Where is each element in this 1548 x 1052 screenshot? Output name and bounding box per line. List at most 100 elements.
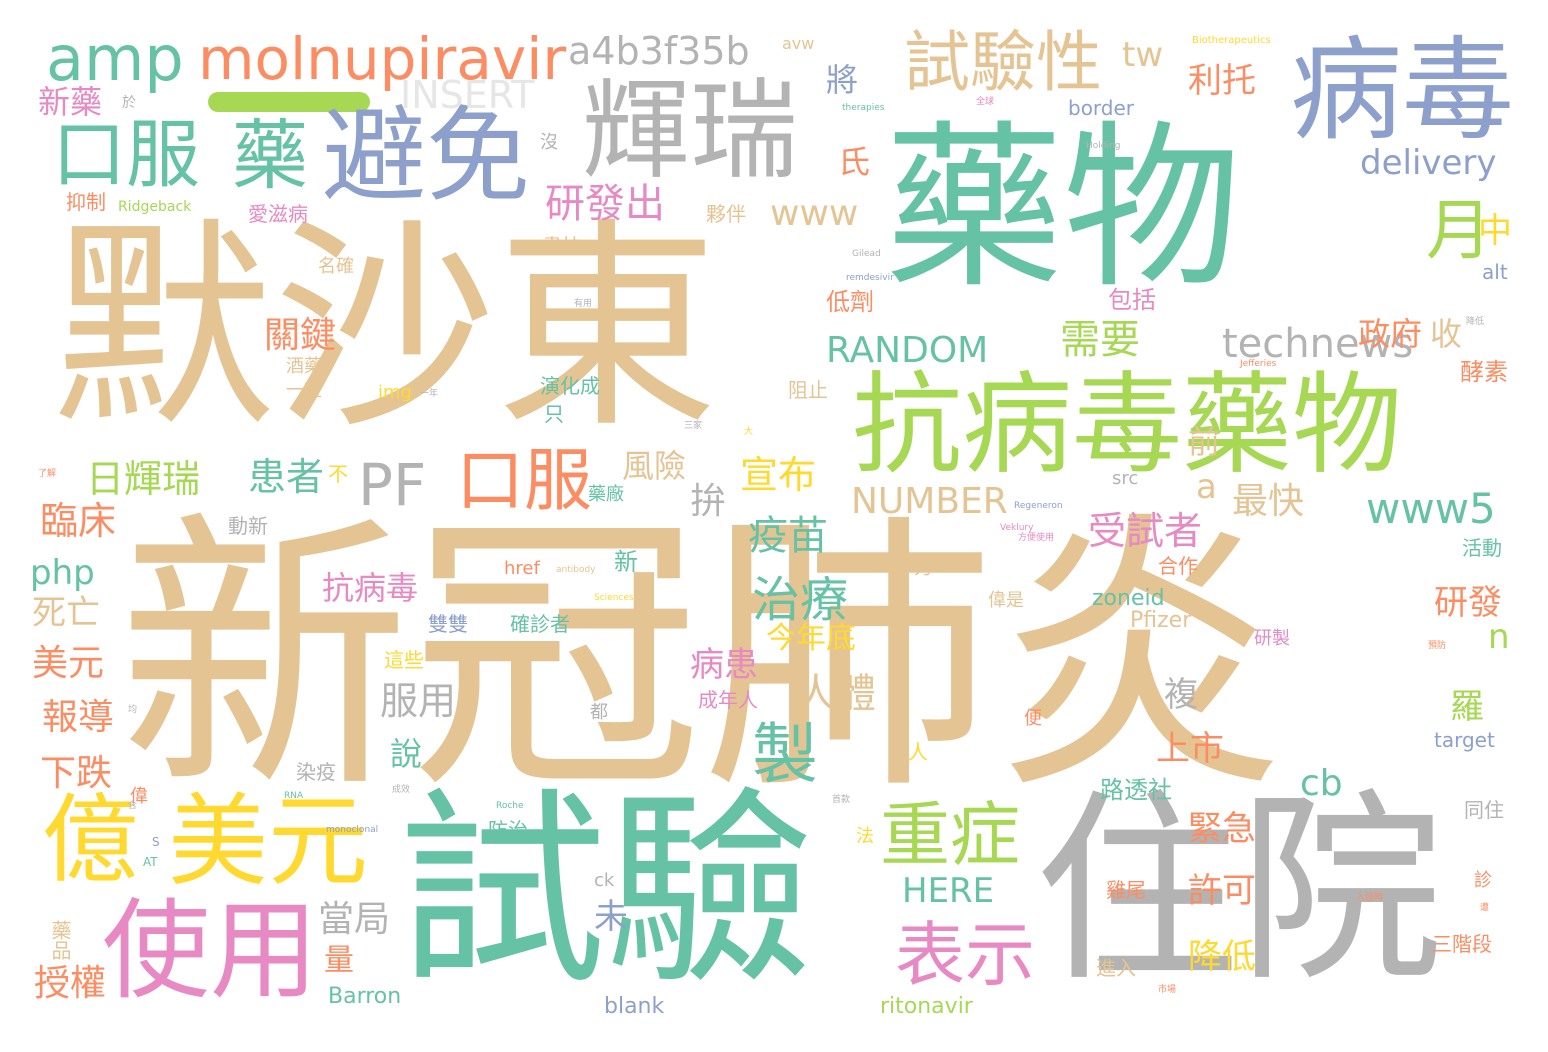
word: 病毒 <box>1290 26 1514 156</box>
word: 沒 <box>540 132 558 153</box>
word: INSERT <box>400 73 535 117</box>
word: RANDOM <box>826 330 989 371</box>
word: 三階段 <box>1432 932 1492 956</box>
word: 成效 <box>392 785 411 795</box>
word: 研製 <box>1254 628 1290 649</box>
word: 三家 <box>684 421 703 431</box>
word: 雙雙 <box>428 612 468 636</box>
word: 首款 <box>832 795 851 805</box>
word: S <box>152 835 160 849</box>
word: 酵素 <box>1460 358 1508 386</box>
word: 中 <box>1478 211 1512 251</box>
word: 新冠肺炎 <box>118 488 1286 828</box>
word: 活動 <box>1462 536 1502 560</box>
word: 藥品 <box>48 920 72 960</box>
word: 法 <box>856 826 874 847</box>
word: 含 <box>128 801 138 811</box>
word: 這些 <box>384 648 424 672</box>
word: cb <box>1300 763 1343 804</box>
word: molnupiravir <box>198 25 567 93</box>
word: zoneid <box>1092 586 1165 611</box>
word: 拚 <box>690 481 727 522</box>
word: 風險 <box>622 447 687 485</box>
word: 力 <box>914 558 932 579</box>
word: 輝瑞 <box>582 69 799 194</box>
word: 默沙東 <box>52 200 718 458</box>
word: Roche <box>496 801 524 811</box>
word: 製 <box>752 716 818 793</box>
word: 市場 <box>1158 985 1177 995</box>
word: 確診者 <box>510 612 570 636</box>
word: 藥物 <box>885 105 1241 312</box>
word: 重症 <box>880 794 1020 876</box>
word: 當局 <box>318 899 391 940</box>
word: 前 <box>1188 423 1221 461</box>
word: 染疫 <box>296 760 336 784</box>
word: 日輝瑞 <box>86 457 201 501</box>
word: Biotherapeutics <box>1192 35 1271 46</box>
decorative-bar <box>208 92 370 112</box>
word: Pfizer <box>1130 608 1192 633</box>
word: 政府 <box>1358 315 1423 353</box>
word: php <box>30 553 95 593</box>
word: 最快 <box>1232 481 1305 522</box>
word: target <box>1434 728 1495 752</box>
word: 關鍵 <box>264 315 337 356</box>
word: blank <box>604 994 665 1019</box>
word: 一年 <box>420 389 439 399</box>
word: PF <box>358 451 427 519</box>
word: Sciences <box>594 593 634 603</box>
word: 全球 <box>976 97 995 107</box>
word: 阻止 <box>788 378 828 402</box>
word: 疫苗 <box>748 513 828 559</box>
word: 宣布 <box>740 453 817 497</box>
word: 下跌 <box>40 753 113 794</box>
word: 治療 <box>752 572 849 628</box>
word: 研發 <box>1434 583 1502 623</box>
word: 需要 <box>1060 317 1140 363</box>
word: 表示 <box>895 914 1035 996</box>
word: AT <box>143 855 158 869</box>
word: 只 <box>544 402 564 426</box>
word: 上市 <box>1156 729 1224 769</box>
word: 月 <box>1415 195 1492 261</box>
word: 將 <box>826 61 859 99</box>
word: ritonavir <box>880 994 973 1019</box>
word: 億 <box>42 784 138 896</box>
word: 名確 <box>318 256 354 277</box>
word: 包括 <box>1108 286 1156 314</box>
word: 說 <box>390 735 423 773</box>
word: src <box>1112 468 1139 489</box>
word: 緊急 <box>1188 809 1256 849</box>
word: n <box>1488 617 1510 657</box>
word: 人體 <box>796 671 876 717</box>
word: 低劑 <box>826 288 874 316</box>
word: 口服 <box>52 112 200 198</box>
word: 今年底 <box>766 621 856 656</box>
word: 羅 <box>1450 687 1484 727</box>
word: 利托 <box>1188 61 1256 101</box>
word: 許可 <box>1188 871 1256 911</box>
word: 患者 <box>248 455 325 499</box>
word: 預防 <box>1428 641 1447 651</box>
word: 夥伴 <box>706 202 746 226</box>
word: tw <box>1122 35 1164 75</box>
word: 研發出 <box>545 181 665 227</box>
word: href <box>504 558 540 579</box>
word: alt <box>1482 260 1508 284</box>
word: 路透社 <box>1100 776 1172 804</box>
word: 新 <box>614 548 638 576</box>
word: therapies <box>842 103 885 113</box>
word: 診 <box>1474 870 1492 891</box>
word: 成年人 <box>698 688 758 712</box>
word: 使用 <box>102 889 319 1014</box>
word: 便 <box>1024 708 1042 729</box>
word: 氏 <box>838 143 871 181</box>
word: ck <box>594 870 615 891</box>
word: monoclonal <box>326 825 379 835</box>
word: delivery <box>1360 143 1497 183</box>
word: Holding <box>1086 141 1121 151</box>
word: border <box>1068 96 1135 120</box>
word: 授權 <box>34 963 107 1004</box>
